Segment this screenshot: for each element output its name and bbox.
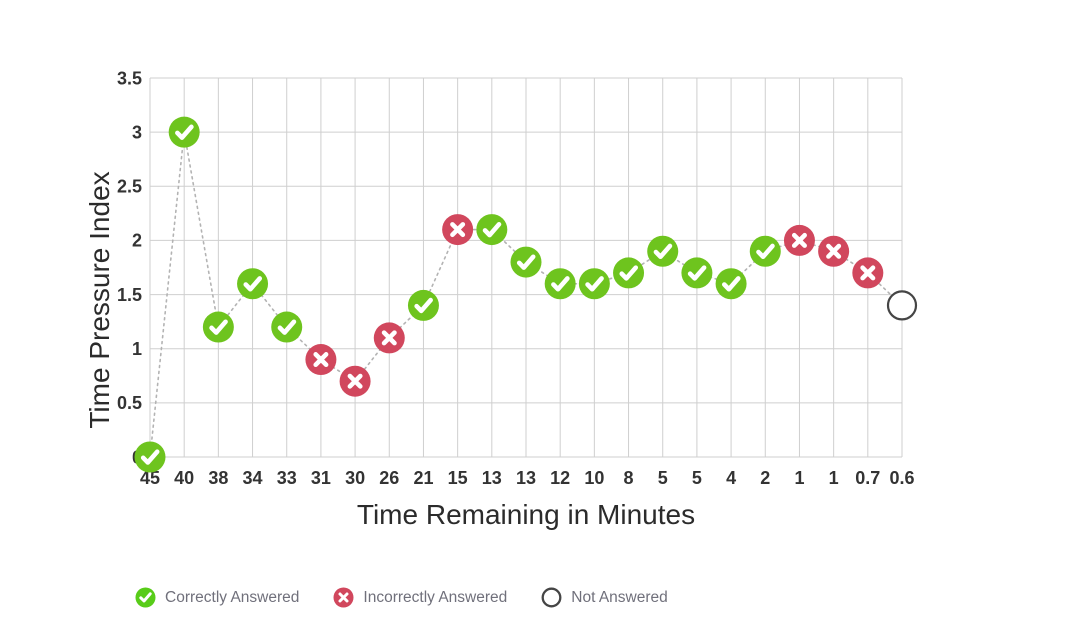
x-axis-title: Time Remaining in Minutes	[356, 499, 696, 530]
x-tick-label: 2	[760, 468, 770, 488]
data-point-incorrect[interactable]	[852, 257, 884, 289]
data-point-correct[interactable]	[202, 311, 234, 343]
y-tick-label: 1.5	[117, 285, 142, 305]
chart-legend: Correctly Answered Incorrectly Answered …	[135, 587, 668, 608]
x-tick-label: 4	[726, 468, 736, 488]
x-tick-label: 0.6	[889, 468, 914, 488]
incorrect-marker-icon	[333, 587, 354, 608]
x-tick-label: 33	[277, 468, 297, 488]
x-tick-label: 38	[208, 468, 228, 488]
data-point-not_answered[interactable]	[886, 290, 918, 321]
data-point-correct[interactable]	[237, 268, 269, 300]
x-tick-label: 45	[140, 468, 160, 488]
y-axis-title: Time Pressure Index	[84, 171, 115, 429]
y-tick-label: 3.5	[117, 68, 142, 88]
data-point-correct[interactable]	[407, 289, 439, 321]
x-tick-label: 10	[584, 468, 604, 488]
y-tick-label: 3	[132, 122, 142, 142]
legend-label-correct: Correctly Answered	[165, 588, 300, 606]
data-point-incorrect[interactable]	[339, 365, 371, 397]
x-tick-label: 30	[345, 468, 365, 488]
data-point-correct[interactable]	[476, 214, 508, 246]
data-point-correct[interactable]	[168, 116, 200, 148]
x-tick-label: 1	[794, 468, 804, 488]
x-tick-label: 26	[379, 468, 399, 488]
x-tick-label: 13	[516, 468, 536, 488]
data-point-correct[interactable]	[134, 441, 166, 473]
data-point-correct[interactable]	[544, 268, 576, 300]
x-tick-label: 5	[658, 468, 668, 488]
data-point-correct[interactable]	[271, 311, 303, 343]
x-tick-label: 8	[624, 468, 634, 488]
y-tick-label: 2.5	[117, 177, 142, 197]
y-tick-label: 0.5	[117, 393, 142, 413]
x-tick-label: 40	[174, 468, 194, 488]
data-point-correct[interactable]	[578, 268, 610, 300]
data-point-incorrect[interactable]	[818, 235, 850, 267]
x-tick-label: 15	[448, 468, 468, 488]
legend-item-incorrect: Incorrectly Answered	[333, 587, 507, 608]
x-tick-label: 12	[550, 468, 570, 488]
x-tick-label: 5	[692, 468, 702, 488]
data-point-incorrect[interactable]	[783, 224, 815, 256]
y-tick-label: 1	[132, 339, 142, 359]
x-tick-label: 0.7	[855, 468, 880, 488]
x-tick-label: 13	[482, 468, 502, 488]
data-point-incorrect[interactable]	[442, 214, 474, 246]
legend-item-correct: Correctly Answered	[135, 587, 299, 608]
x-tick-label: 31	[311, 468, 331, 488]
correct-marker-icon	[135, 587, 156, 608]
x-tick-label: 1	[829, 468, 839, 488]
x-tick-label: 21	[413, 468, 433, 488]
data-point-correct[interactable]	[749, 235, 781, 267]
data-point-incorrect[interactable]	[305, 344, 337, 376]
data-point-correct[interactable]	[681, 257, 713, 289]
data-point-incorrect[interactable]	[373, 322, 405, 354]
legend-label-not-answered: Not Answered	[571, 588, 668, 606]
data-point-correct[interactable]	[715, 268, 747, 300]
data-point-correct[interactable]	[510, 246, 542, 278]
legend-item-not-answered: Not Answered	[541, 587, 668, 608]
data-point-correct[interactable]	[647, 235, 679, 267]
y-tick-label: 2	[132, 231, 142, 251]
legend-label-incorrect: Incorrectly Answered	[363, 588, 508, 606]
not-answered-marker-icon	[541, 587, 562, 608]
x-tick-label: 34	[243, 468, 263, 488]
data-point-correct[interactable]	[613, 257, 645, 289]
